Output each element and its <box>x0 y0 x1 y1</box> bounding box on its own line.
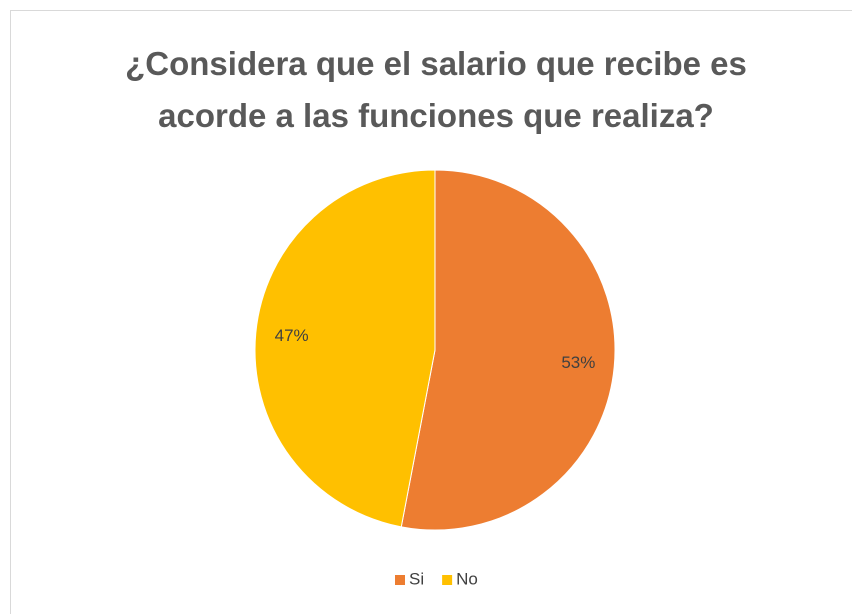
data-label: 53% <box>561 353 595 372</box>
legend-swatch <box>395 575 405 585</box>
chart-title: ¿Considera que el salario que recibe es … <box>125 45 747 134</box>
legend-label: No <box>456 569 478 588</box>
chart-frame <box>10 10 852 614</box>
legend-swatch <box>442 575 453 585</box>
pie-slice <box>400 169 616 531</box>
pie-slice <box>254 169 436 528</box>
data-label: 47% <box>275 326 309 345</box>
legend-label: Si <box>409 569 424 588</box>
